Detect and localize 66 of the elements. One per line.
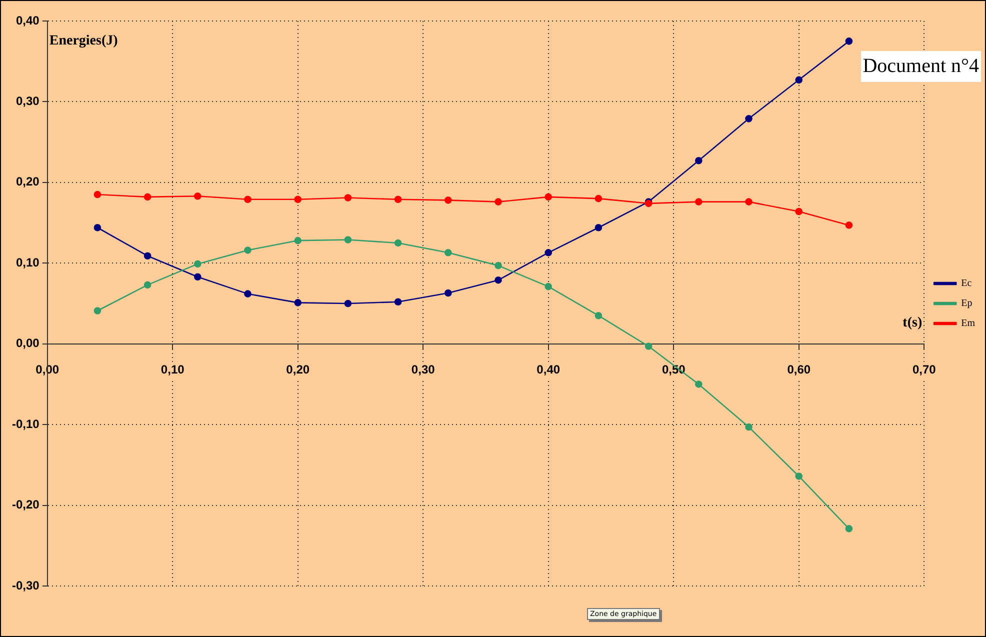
point [544,249,552,256]
legend-label: Ec [961,278,972,290]
point [394,239,402,247]
point [795,208,803,216]
point [344,194,352,202]
y-tick-label: 0,20 [16,174,40,189]
point [394,196,402,204]
point [695,156,702,164]
point [795,76,803,84]
x-axis-title: t(s) [902,315,922,330]
x-tick-label: 0,30 [411,362,436,376]
point [244,246,252,254]
point [845,525,853,532]
point [144,281,152,289]
point [695,380,702,388]
point [94,224,102,232]
y-tick-label: 0,30 [16,94,40,108]
point [94,307,102,314]
point [795,472,803,480]
point [845,38,853,45]
x-tick-label: 0,20 [286,362,310,376]
x-tick-label: 0,40 [536,362,560,376]
point [444,289,452,297]
point [644,342,652,350]
y-tick-label: 0,00 [16,336,40,350]
point [194,192,202,200]
point [594,224,602,232]
point [695,198,702,206]
legend-label: Em [961,318,976,330]
point [244,290,252,298]
point [94,190,102,198]
y-tick-label: -0,10 [12,416,40,431]
point [344,236,352,244]
point [745,198,752,206]
point [544,282,552,290]
point [494,262,502,270]
legend-label: Ep [961,298,972,310]
point [144,252,152,260]
point [294,299,302,306]
point [745,423,752,431]
point [494,276,502,284]
point [194,260,202,268]
point [244,196,252,204]
y-axis-title: Energies(J) [49,34,118,49]
annotation: Document n°4 [860,51,981,82]
point [594,312,602,320]
point [845,222,853,229]
point [294,196,302,204]
point [344,300,352,308]
point [544,193,552,201]
y-tick-label: 0,10 [16,255,40,270]
y-tick-label: -0,30 [12,578,40,592]
point [745,115,752,122]
point [594,194,602,202]
point [194,273,202,281]
point [444,249,452,256]
point [444,196,452,204]
point [294,236,302,244]
y-tick-label: -0,20 [12,498,40,512]
x-tick-label: 0,10 [160,362,185,376]
point [494,198,502,206]
point [394,298,402,306]
x-tick-label: 0,70 [912,362,936,376]
y-tick-label: 0,40 [16,13,40,28]
point [144,193,152,201]
x-tick-label: 0,60 [787,362,811,376]
